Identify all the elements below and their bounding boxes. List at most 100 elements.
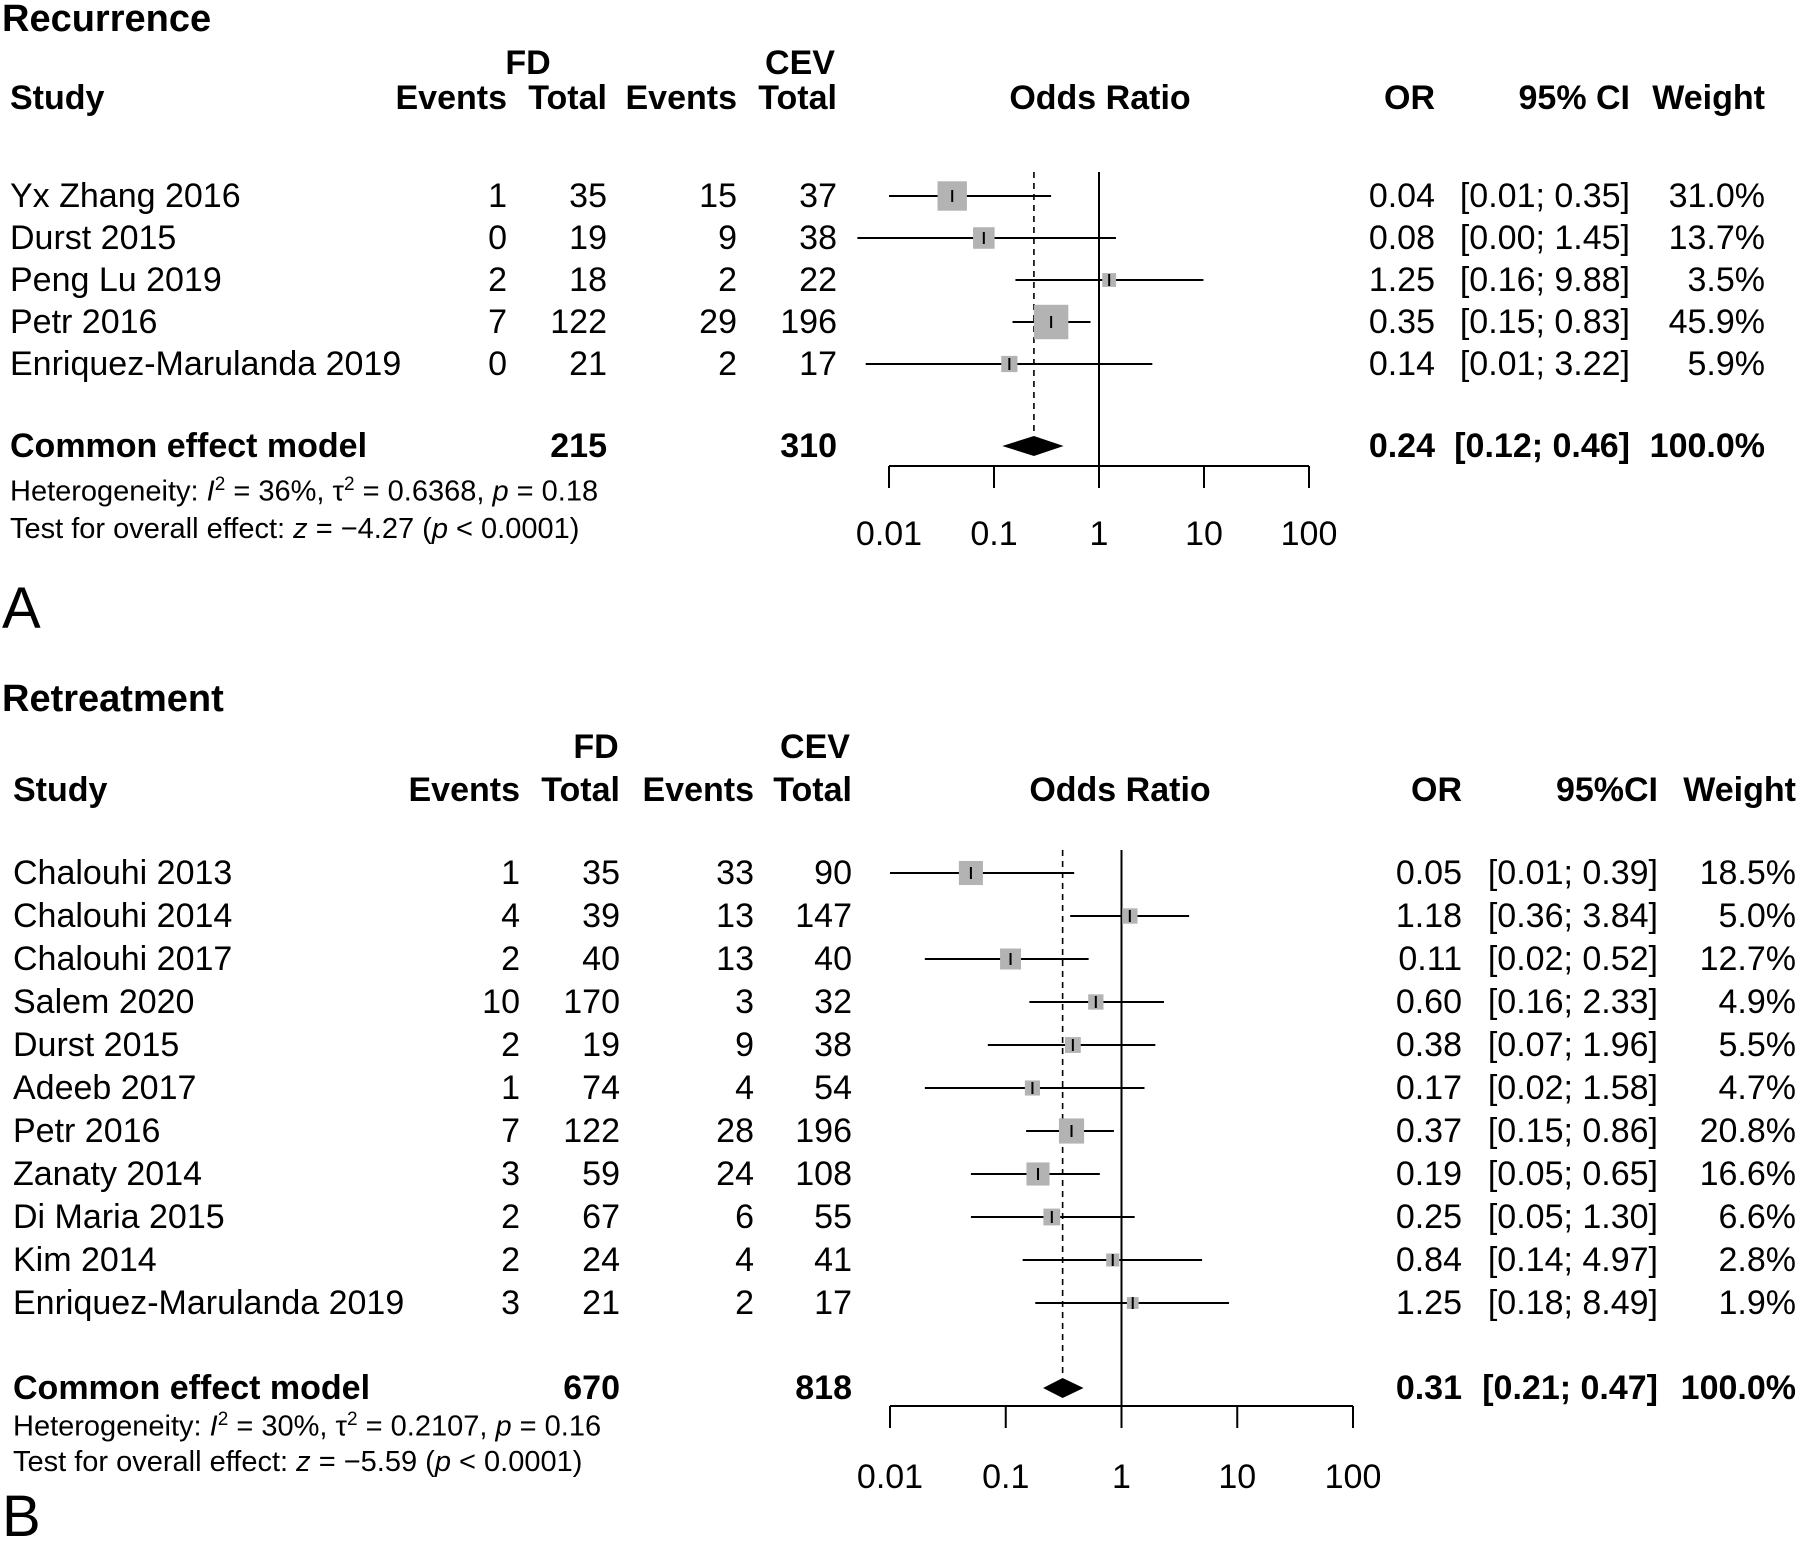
column-header-group1: FD (573, 728, 619, 766)
odds-ratio-value: 0.37 (1395, 1112, 1462, 1150)
total-group2: 38 (814, 1026, 852, 1064)
weight-value: 4.7% (1718, 1069, 1797, 1107)
events-group1: 7 (488, 303, 507, 341)
total-group1: 40 (582, 940, 620, 978)
events-group1: 0 (488, 345, 507, 383)
confidence-interval: [0.05; 0.65] (1487, 1155, 1658, 1193)
odds-ratio-value: 0.05 (1395, 854, 1462, 892)
column-header-total-2: Total (758, 79, 837, 117)
total-group1: 122 (563, 1112, 620, 1150)
column-header-plot: Odds Ratio (1029, 771, 1211, 809)
confidence-interval: [0.01; 0.35] (1459, 177, 1630, 215)
heterogeneity-text: Heterogeneity: I2 = 30%, τ2 = 0.2107, p … (13, 1409, 602, 1443)
column-header-study: Study (13, 771, 108, 809)
events-group2: 2 (718, 261, 737, 299)
events-group1: 3 (501, 1284, 520, 1322)
confidence-interval: [0.05; 1.30] (1487, 1198, 1658, 1236)
study-name: Yx Zhang 2016 (10, 177, 241, 215)
total-group1: 74 (582, 1069, 620, 1107)
total-group2: 90 (814, 854, 852, 892)
odds-ratio-value: 0.17 (1395, 1069, 1462, 1107)
forest-panel-recurrence: Recurrence Study FD CEV Events Total Eve… (0, 0, 1800, 650)
confidence-interval: [0.18; 8.49] (1487, 1284, 1658, 1322)
total-group2: 196 (780, 303, 837, 341)
events-group1: 2 (501, 1241, 520, 1279)
study-name: Enriquez-Marulanda 2019 (10, 345, 402, 383)
total-group2: 40 (814, 940, 852, 978)
total-group2: 55 (814, 1198, 852, 1236)
pooled-label: Common effect model (13, 1369, 371, 1407)
events-group2: 4 (735, 1241, 754, 1279)
pooled-total-group2: 310 (780, 427, 837, 465)
events-group2: 33 (716, 854, 754, 892)
confidence-interval: [0.01; 3.22] (1459, 345, 1630, 383)
study-name: Adeeb 2017 (13, 1069, 197, 1107)
odds-ratio-value: 0.38 (1395, 1026, 1462, 1064)
column-header-or: OR (1384, 79, 1435, 117)
odds-ratio-value: 1.18 (1395, 897, 1462, 935)
total-group2: 32 (814, 983, 852, 1021)
total-group1: 35 (569, 177, 607, 215)
column-header-weight: Weight (1683, 771, 1796, 809)
pooled-confidence-interval: [0.21; 0.47] (1482, 1369, 1658, 1407)
confidence-interval: [0.07; 1.96] (1487, 1026, 1658, 1064)
pooled-label: Common effect model (10, 427, 368, 465)
column-header-group2: CEV (765, 44, 835, 82)
confidence-interval: [0.16; 9.88] (1459, 261, 1630, 299)
total-group2: 196 (795, 1112, 852, 1150)
total-group2: 38 (799, 219, 837, 257)
events-group1: 2 (501, 940, 520, 978)
total-group1: 18 (569, 261, 607, 299)
weight-value: 12.7% (1699, 940, 1796, 978)
weight-value: 5.0% (1718, 897, 1797, 935)
confidence-interval: [0.15; 0.83] (1459, 303, 1630, 341)
panel-label: A (2, 576, 41, 641)
confidence-interval: [0.36; 3.84] (1487, 897, 1658, 935)
confidence-interval: [0.01; 0.39] (1487, 854, 1658, 892)
x-tick-label: 0.01 (856, 1458, 924, 1496)
x-tick-label: 0.1 (982, 1458, 1030, 1496)
events-group2: 29 (699, 303, 737, 341)
column-header-ci: 95%CI (1555, 771, 1658, 809)
weight-value: 2.8% (1718, 1241, 1797, 1279)
overall-effect-text: Test for overall effect: z = −4.27 (p < … (10, 513, 580, 545)
odds-ratio-value: 0.35 (1368, 303, 1435, 341)
odds-ratio-value: 0.11 (1398, 940, 1462, 978)
study-name: Peng Lu 2019 (10, 261, 222, 299)
study-name: Salem 2020 (13, 983, 195, 1021)
odds-ratio-value: 1.25 (1368, 261, 1435, 299)
heterogeneity-text: Heterogeneity: I2 = 36%, τ2 = 0.6368, p … (10, 474, 599, 508)
column-header-total-1: Total (541, 771, 620, 809)
total-group1: 21 (569, 345, 607, 383)
study-name: Petr 2016 (13, 1112, 161, 1150)
events-group2: 13 (716, 897, 754, 935)
weight-value: 45.9% (1668, 303, 1765, 341)
column-header-total-1: Total (528, 79, 607, 117)
weight-value: 6.6% (1718, 1198, 1797, 1236)
total-group2: 17 (814, 1284, 852, 1322)
column-header-weight: Weight (1652, 79, 1765, 117)
total-group1: 21 (582, 1284, 620, 1322)
total-group2: 22 (799, 261, 837, 299)
total-group1: 122 (550, 303, 607, 341)
x-tick-label: 10 (1218, 1458, 1257, 1496)
x-tick-label: 100 (1324, 1458, 1382, 1496)
weight-value: 4.9% (1718, 983, 1797, 1021)
weight-value: 31.0% (1668, 177, 1765, 215)
pooled-diamond (1043, 1378, 1084, 1398)
study-name: Chalouhi 2013 (13, 854, 233, 892)
weight-value: 1.9% (1718, 1284, 1797, 1322)
panel-title: Retreatment (2, 678, 224, 720)
total-group1: 19 (569, 219, 607, 257)
events-group2: 28 (716, 1112, 754, 1150)
pooled-total-group1: 670 (563, 1369, 620, 1407)
pooled-total-group1: 215 (550, 427, 607, 465)
events-group2: 6 (735, 1198, 754, 1236)
events-group1: 2 (488, 261, 507, 299)
pooled-total-group2: 818 (795, 1369, 852, 1407)
x-tick-label: 1 (1089, 515, 1109, 553)
column-header-group2: CEV (780, 728, 850, 766)
study-name: Chalouhi 2014 (13, 897, 233, 935)
column-header-plot: Odds Ratio (1009, 79, 1191, 117)
events-group1: 0 (488, 219, 507, 257)
